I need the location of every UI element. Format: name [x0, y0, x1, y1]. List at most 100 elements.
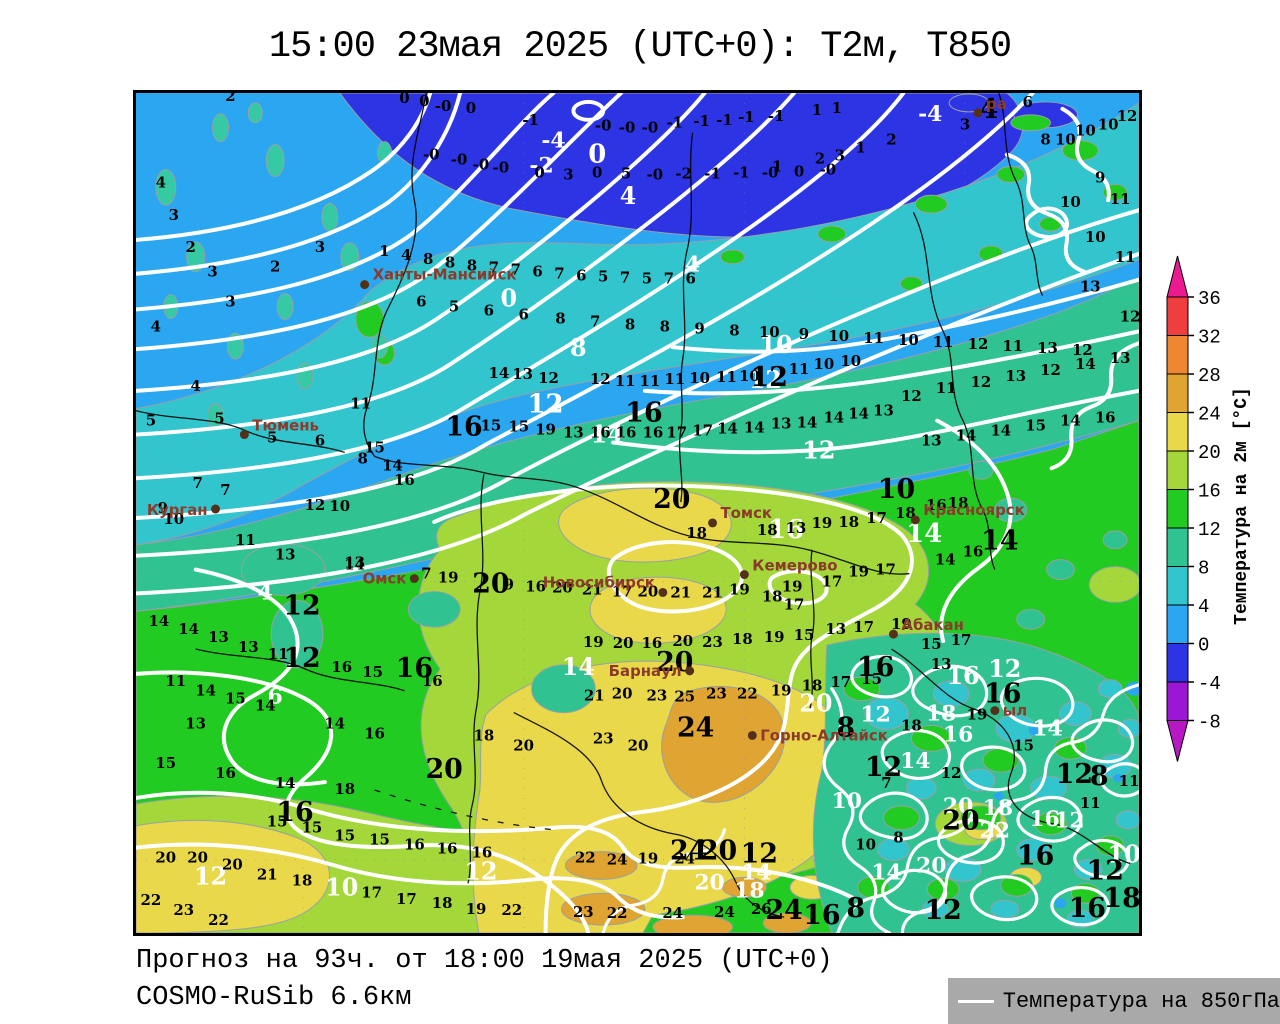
contour-label: 16: [946, 662, 979, 690]
contour-label: 14: [900, 748, 930, 774]
t2m-value: 2: [270, 258, 280, 276]
t2m-value: 22: [208, 911, 229, 929]
t2m-value: 10: [739, 367, 760, 385]
t2m-value: 15: [794, 626, 815, 644]
t2m-value: 24: [662, 904, 683, 922]
t2m-value: -0: [647, 165, 664, 183]
contour-label: 14: [871, 859, 901, 885]
t2m-value: 20: [222, 855, 243, 873]
t2m-value: 7: [590, 312, 600, 330]
t2m-value: 11: [863, 329, 884, 347]
t2m-value: 20: [513, 736, 534, 754]
city-label: Тюмень: [252, 417, 319, 435]
t2m-value: 16: [394, 471, 415, 489]
t2m-value: 8: [357, 449, 367, 467]
t2m-value: 15: [369, 831, 390, 849]
contour-label: 0: [500, 284, 517, 312]
t2m-value: 3: [169, 206, 179, 224]
contour-label: -4: [541, 128, 565, 154]
t2m-value: 20: [155, 849, 176, 867]
city-dot: [990, 706, 1000, 716]
t2m-value: 7: [620, 269, 630, 287]
contour-label: 12: [194, 862, 227, 890]
t2m-value: 6: [315, 431, 325, 449]
t2m-value: 13: [1005, 367, 1026, 385]
t2m-value: 26: [751, 900, 772, 918]
t2m-value: 14: [1075, 355, 1096, 373]
t2m-value: 10: [898, 331, 919, 349]
t2m-value: 14: [178, 620, 199, 638]
colorbar-segment: [1166, 296, 1189, 336]
t2m-value: 20: [672, 632, 693, 650]
t2m-value: 2: [225, 93, 235, 105]
t2m-value: -0: [619, 119, 636, 137]
t2m-value: 13: [873, 402, 894, 420]
t2m-value: 1: [832, 99, 842, 117]
contour-label: 0: [588, 140, 606, 170]
t2m-value: 14: [848, 405, 869, 423]
t2m-value: -0: [642, 119, 659, 137]
contour-label: 12: [751, 362, 788, 393]
t2m-value: 11: [933, 333, 954, 351]
contour-label: 4: [980, 94, 999, 125]
colorbar-axis-label: Температура на 2м [°C]: [1232, 387, 1252, 625]
t2m-value: 10: [840, 352, 861, 370]
t2m-value: 9: [1095, 168, 1105, 186]
t2m-value: 8: [625, 315, 635, 333]
city-dot: [360, 280, 370, 290]
contour-label: 18: [734, 877, 764, 903]
contour-label: 4: [258, 579, 273, 605]
t2m-value: 20: [638, 582, 659, 600]
t2m-value: 6: [484, 301, 494, 319]
t2m-value: 5: [621, 164, 631, 182]
t2m-value: 16: [472, 844, 493, 862]
city-label: Курган: [147, 501, 208, 519]
t2m-value: 13: [563, 424, 584, 442]
contour-label: 12: [1056, 759, 1093, 790]
t2m-value: -1: [522, 111, 539, 129]
colorbar-tick-label: 32: [1198, 327, 1221, 349]
t2m-value: 10: [828, 327, 849, 345]
t2m-value: 23: [173, 901, 194, 919]
colorbar-tick-label: 24: [1198, 404, 1221, 426]
colorbar-tick-label: 20: [1198, 442, 1221, 464]
t2m-value: 13: [275, 546, 296, 564]
colorbar-segment: [1166, 489, 1189, 529]
t2m-value: 19: [812, 514, 833, 532]
t2m-value: 12: [971, 373, 992, 391]
t2m-value: 14: [990, 422, 1011, 440]
contour-label: 18: [926, 701, 956, 727]
contour-label: 12: [528, 390, 564, 420]
t2m-value: 19: [466, 900, 487, 918]
t2m-value: 5: [214, 410, 224, 428]
t2m-value: 5: [642, 270, 652, 288]
t2m-value: 16: [643, 424, 664, 442]
t2m-value: 15: [481, 417, 502, 435]
t2m-value: 14: [935, 551, 956, 569]
contour-label: 18: [983, 795, 1013, 821]
t2m-value: 13: [921, 431, 942, 449]
t2m-value: 17: [361, 883, 382, 901]
t2m-value: 15: [225, 690, 246, 708]
contour-label: 12: [925, 895, 962, 926]
contour-label: 20: [799, 690, 832, 718]
contour-label: 20: [943, 793, 973, 819]
t2m-value: -1: [768, 107, 785, 125]
t2m-value: 12: [968, 335, 989, 353]
t2m-value: 14: [956, 427, 977, 445]
city-label: Абакан: [901, 616, 963, 634]
contour-label: 16: [943, 721, 973, 747]
colorbar-segment: [1166, 335, 1189, 375]
t2m-value: 10: [759, 323, 780, 341]
t2m-value: 19: [967, 706, 988, 724]
t2m-value: 12: [305, 496, 326, 514]
city-label: Новосибирск: [543, 573, 655, 591]
colorbar-arrow-top: [1166, 255, 1189, 298]
t2m-value: 18: [732, 630, 753, 648]
t2m-value: 4: [151, 317, 161, 335]
t2m-value: 18: [757, 521, 778, 539]
t2m-value: 14: [744, 419, 765, 437]
t2m-value: 19: [729, 580, 750, 598]
t2m-value: 16: [642, 634, 663, 652]
t2m-value: 6: [1022, 93, 1032, 111]
